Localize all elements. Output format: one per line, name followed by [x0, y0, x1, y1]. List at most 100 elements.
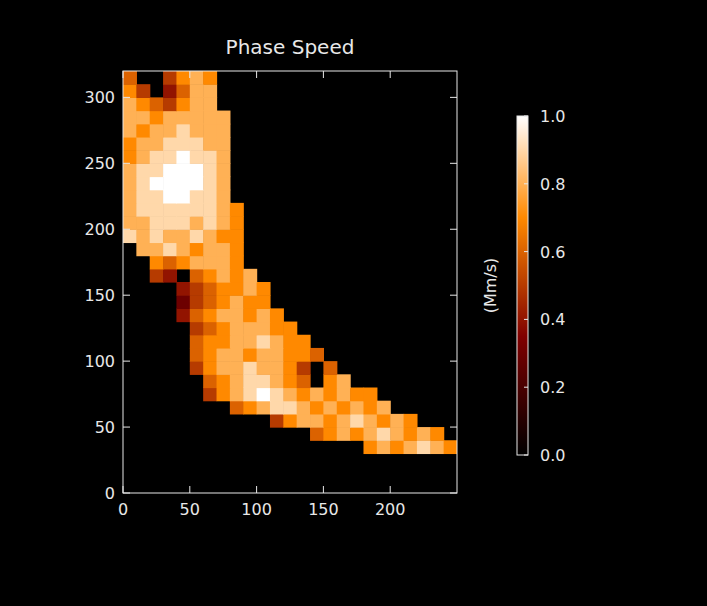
cell: [176, 71, 190, 85]
cell: [217, 269, 231, 283]
cell: [323, 361, 337, 375]
colorbar-tick: [524, 455, 528, 456]
cell: [257, 348, 271, 362]
cell: [163, 269, 177, 283]
cell: [163, 84, 177, 98]
colorbar-tick: [524, 319, 528, 320]
cell: [363, 401, 377, 415]
cell: [203, 242, 217, 256]
cell: [190, 124, 204, 138]
y-tick: [450, 493, 457, 494]
cell: [136, 229, 150, 243]
y-tick: [123, 295, 130, 296]
x-tick-label: 200: [375, 500, 406, 519]
x-tick: [123, 486, 124, 493]
cell: [150, 111, 164, 125]
cell: [203, 84, 217, 98]
cell: [190, 71, 204, 85]
cell: [270, 322, 284, 336]
cell: [176, 229, 190, 243]
cell: [163, 111, 177, 125]
cell: [243, 295, 257, 309]
cell: [123, 177, 137, 191]
cell: [176, 203, 190, 217]
cell: [217, 137, 231, 151]
cell: [350, 414, 364, 428]
cell: [270, 308, 284, 322]
cell: [190, 256, 204, 270]
y-tick: [123, 229, 130, 230]
cell: [163, 242, 177, 256]
cell: [176, 216, 190, 230]
cell: [337, 374, 351, 388]
cell: [270, 401, 284, 415]
chart: Phase Speed05010015020005010015020025030…: [0, 0, 707, 606]
cell: [136, 124, 150, 138]
cell: [230, 229, 244, 243]
cell: [136, 97, 150, 111]
cell: [310, 388, 324, 402]
cell: [176, 295, 190, 309]
cell: [163, 190, 177, 204]
cell: [203, 322, 217, 336]
y-tick: [123, 163, 130, 164]
cell: [150, 190, 164, 204]
cell: [190, 295, 204, 309]
cell: [217, 322, 231, 336]
colorbar-tick-label: 0.0: [540, 446, 565, 465]
y-tick: [123, 97, 130, 98]
cell: [190, 190, 204, 204]
cell: [310, 348, 324, 362]
cell: [243, 401, 257, 415]
cell: [257, 401, 271, 415]
cell: [203, 190, 217, 204]
cell: [350, 401, 364, 415]
cell: [230, 401, 244, 415]
cell: [123, 124, 137, 138]
cell: [243, 282, 257, 296]
cell: [203, 216, 217, 230]
cell: [217, 111, 231, 125]
cell: [270, 348, 284, 362]
cell: [123, 71, 137, 85]
cell: [150, 269, 164, 283]
cell: [363, 414, 377, 428]
cell: [203, 137, 217, 151]
cell: [217, 348, 231, 362]
cell: [190, 308, 204, 322]
cell: [270, 414, 284, 428]
cell: [230, 256, 244, 270]
cell: [203, 177, 217, 191]
cell: [176, 256, 190, 270]
cell: [150, 124, 164, 138]
cell: [203, 335, 217, 349]
cell: [203, 111, 217, 125]
cell: [190, 229, 204, 243]
cell: [203, 203, 217, 217]
cell: [136, 163, 150, 177]
cell: [123, 216, 137, 230]
cell: [190, 84, 204, 98]
cell: [150, 216, 164, 230]
cell: [283, 361, 297, 375]
cell: [163, 177, 177, 191]
cell: [190, 348, 204, 362]
cell: [190, 335, 204, 349]
y-tick: [123, 427, 130, 428]
cell: [150, 177, 164, 191]
cell: [230, 335, 244, 349]
x-tick: [256, 71, 257, 78]
cell: [310, 401, 324, 415]
cell: [297, 348, 311, 362]
y-tick: [450, 295, 457, 296]
cell: [203, 229, 217, 243]
cell: [217, 308, 231, 322]
cell: [217, 150, 231, 164]
cell: [257, 335, 271, 349]
cell: [430, 427, 444, 441]
cell: [230, 322, 244, 336]
cell: [297, 388, 311, 402]
cell: [337, 427, 351, 441]
cell: [297, 401, 311, 415]
cell: [163, 203, 177, 217]
